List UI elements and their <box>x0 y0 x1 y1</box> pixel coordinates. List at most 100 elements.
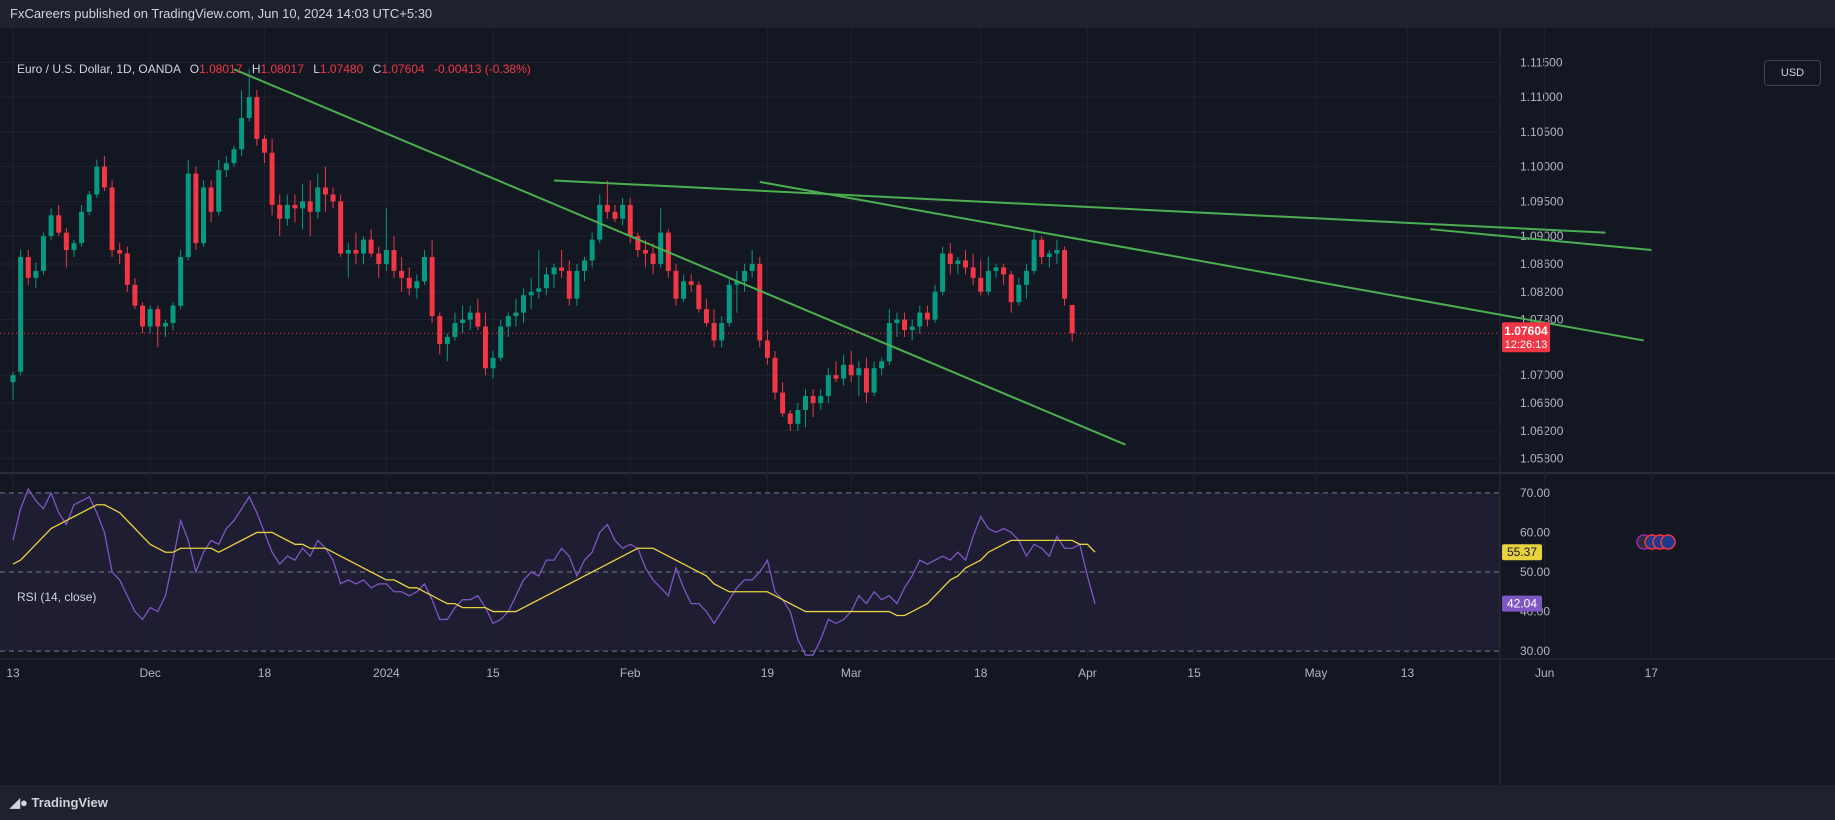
candle-body <box>734 281 740 285</box>
trendline <box>233 68 1126 446</box>
brand-name: TradingView <box>31 795 108 810</box>
candle-body <box>101 166 107 188</box>
trendline <box>1430 228 1652 252</box>
candle-body <box>178 257 184 306</box>
candle-body <box>589 239 595 261</box>
candle-body <box>117 250 123 254</box>
candle-body <box>482 326 488 369</box>
currency-button[interactable]: USD <box>1764 60 1821 86</box>
candle-body <box>650 253 656 264</box>
candle-body <box>772 357 778 393</box>
chart-area[interactable]: 1.11500 1.11000 1.10500 1.10000 1.09500 1.090… <box>0 28 1835 785</box>
candle-body <box>848 364 854 376</box>
time-tick-label: 19 <box>761 666 775 680</box>
rsi-tick-label: 70.00 <box>1520 486 1550 500</box>
candle-body <box>475 312 481 327</box>
candle-body <box>1016 284 1022 303</box>
price-tick-label: 1.10500 <box>1520 125 1564 139</box>
candle-body <box>185 173 191 257</box>
candle-body <box>886 323 892 362</box>
candle-body <box>170 305 176 324</box>
last-price-label: 1.07604 <box>1504 324 1548 338</box>
candle-body <box>642 250 648 254</box>
publisher-line: FxCareers published on TradingView.com, … <box>10 6 433 21</box>
candle-body <box>1031 239 1037 271</box>
rsi-line <box>12 487 1096 656</box>
tradingview-logo[interactable]: ◢● TradingView <box>10 795 108 811</box>
time-tick-label: 17 <box>1645 666 1659 680</box>
candle-body <box>284 204 290 219</box>
candle-body <box>467 312 473 320</box>
candle-body <box>818 396 824 403</box>
candle-body <box>764 340 770 358</box>
price-tick-label: 1.09500 <box>1520 194 1564 208</box>
event-icons-group <box>1636 534 1676 550</box>
candle-body <box>787 413 793 424</box>
candle-body <box>201 187 206 244</box>
candle-body <box>353 250 359 254</box>
rsi-value-label: 42.04 <box>1507 597 1537 611</box>
candle-body <box>711 323 717 341</box>
chart-svg[interactable]: 1.115001.110001.105001.100001.095001.090… <box>0 28 1835 785</box>
candle-body <box>86 194 92 212</box>
candle-body <box>414 281 420 289</box>
candle-body <box>757 263 763 341</box>
candle-body <box>1023 270 1029 285</box>
candle-body <box>10 375 16 383</box>
candle-body <box>421 257 427 282</box>
candle-body <box>48 215 54 237</box>
time-tick-label: 13 <box>6 666 20 680</box>
candle-body <box>231 149 237 164</box>
candle-body <box>909 326 915 330</box>
close-value: 1.07604 <box>381 62 425 76</box>
candle-body <box>300 201 306 209</box>
us-flag-icon <box>1660 534 1676 550</box>
candle-body <box>254 97 260 139</box>
candle-body <box>612 211 618 219</box>
candle-body <box>155 309 161 327</box>
low-label: L <box>313 62 320 76</box>
candle-body <box>269 152 275 205</box>
candle-body <box>810 396 816 403</box>
price-tick-label: 1.08200 <box>1520 285 1564 299</box>
time-tick-label: Mar <box>841 666 862 680</box>
candle-body <box>970 267 976 278</box>
candle-body <box>696 284 702 310</box>
candle-body <box>795 409 801 424</box>
candle-body <box>1001 267 1007 275</box>
candle-body <box>292 204 298 209</box>
rsi-ma-value-badge <box>1502 544 1542 561</box>
candle-body <box>963 260 968 268</box>
close-label: C <box>372 62 382 76</box>
publisher-bar: FxCareers published on TradingView.com, … <box>0 0 1835 28</box>
candle-body <box>635 236 641 251</box>
candle-body <box>261 138 267 153</box>
countdown-label: 12:26:13 <box>1505 339 1548 351</box>
candle-body <box>1069 304 1075 334</box>
candle-body <box>1054 250 1060 254</box>
candle-body <box>399 270 405 278</box>
candle-body <box>604 204 610 212</box>
candle-body <box>498 326 504 358</box>
candle-body <box>894 319 900 324</box>
time-tick-label: 18 <box>258 666 272 680</box>
candle-body <box>673 270 679 299</box>
candle-body <box>879 361 885 369</box>
candle-body <box>452 323 458 337</box>
candle-body <box>1062 250 1068 299</box>
candle-body <box>749 263 755 271</box>
time-tick-label: 2024 <box>373 666 400 680</box>
candle-body <box>429 257 435 317</box>
trendline <box>553 179 1606 234</box>
candle-body <box>193 173 199 244</box>
candle-body <box>406 277 412 289</box>
candle-body <box>528 291 534 296</box>
candle-body <box>726 284 732 324</box>
tradingview-icon: ◢● <box>10 795 32 810</box>
price-tick-label: 1.08600 <box>1520 257 1564 271</box>
candle-body <box>978 277 984 292</box>
candle-body <box>559 267 565 271</box>
candle-body <box>140 305 146 327</box>
high-label: H <box>251 62 261 76</box>
candle-body <box>162 323 168 327</box>
